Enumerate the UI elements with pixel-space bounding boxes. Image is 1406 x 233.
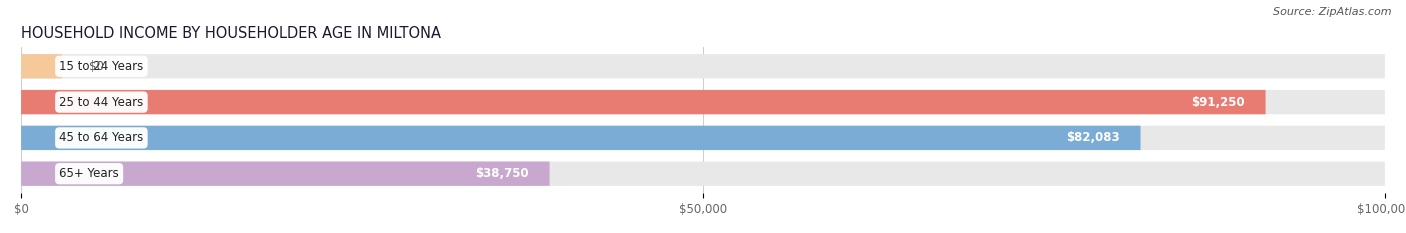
Text: 25 to 44 Years: 25 to 44 Years (59, 96, 143, 109)
FancyBboxPatch shape (21, 161, 1385, 186)
Text: 65+ Years: 65+ Years (59, 167, 120, 180)
Text: $0: $0 (90, 60, 104, 73)
FancyBboxPatch shape (21, 90, 1265, 114)
FancyBboxPatch shape (21, 161, 550, 186)
Text: Source: ZipAtlas.com: Source: ZipAtlas.com (1274, 7, 1392, 17)
FancyBboxPatch shape (21, 54, 1385, 79)
FancyBboxPatch shape (21, 90, 1385, 114)
FancyBboxPatch shape (21, 126, 1140, 150)
Text: 15 to 24 Years: 15 to 24 Years (59, 60, 143, 73)
FancyBboxPatch shape (21, 54, 62, 79)
Text: $38,750: $38,750 (475, 167, 529, 180)
Text: $82,083: $82,083 (1067, 131, 1121, 144)
FancyBboxPatch shape (21, 126, 1385, 150)
Text: 45 to 64 Years: 45 to 64 Years (59, 131, 143, 144)
Text: $91,250: $91,250 (1191, 96, 1246, 109)
Text: HOUSEHOLD INCOME BY HOUSEHOLDER AGE IN MILTONA: HOUSEHOLD INCOME BY HOUSEHOLDER AGE IN M… (21, 26, 441, 41)
